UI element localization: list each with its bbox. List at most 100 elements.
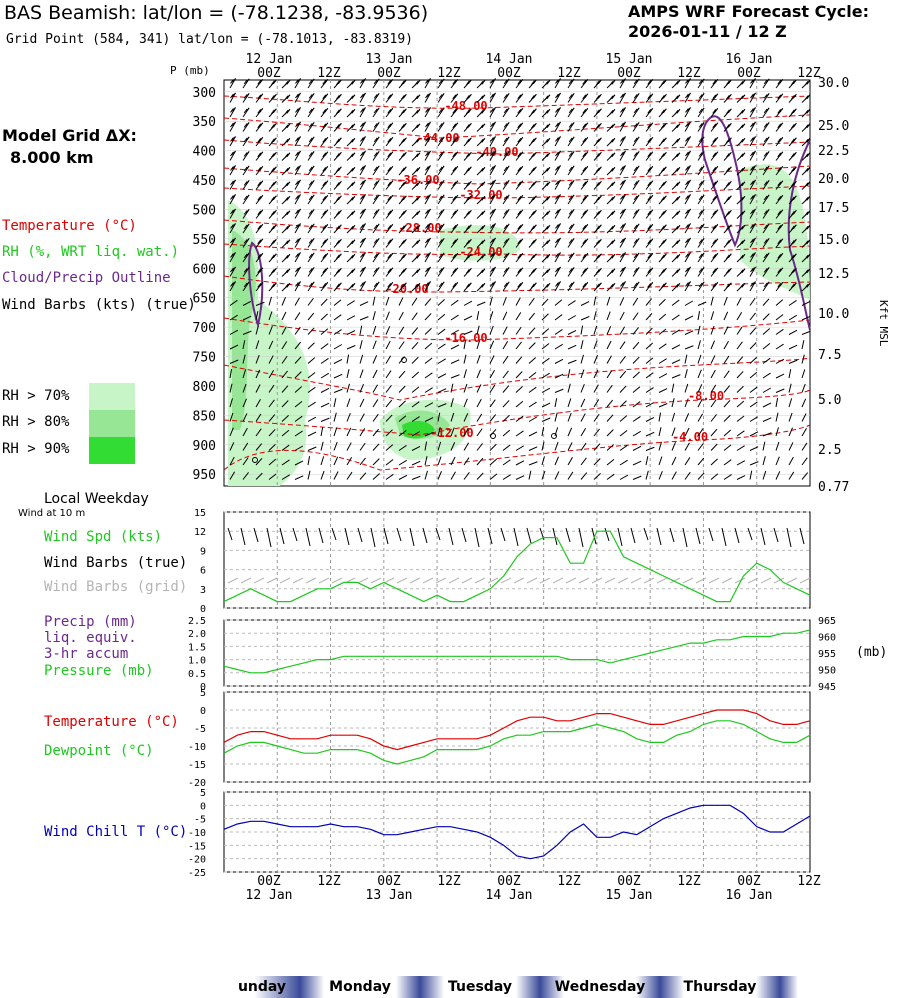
wind-barb (320, 387, 330, 393)
wind-barb (593, 472, 601, 480)
wind-barb-flag (337, 282, 342, 288)
wind-barb (606, 429, 614, 437)
wind-barb-flag (438, 108, 443, 114)
wind-barb (346, 412, 351, 422)
wind-barb-flag (230, 253, 234, 258)
wind-barb-flag (635, 194, 640, 200)
wind-barb-flag (741, 138, 746, 143)
wind-barb-flag (647, 109, 652, 114)
wind-barb (710, 443, 718, 451)
wind-barb-flag (270, 196, 275, 202)
wind-barb-flag (609, 226, 614, 231)
wind-barb-flag (633, 239, 638, 244)
wind-barb-flag (700, 238, 705, 243)
wind-barb-flag (584, 195, 589, 200)
wind-barb-flag (467, 123, 472, 128)
wind-barb-flag (804, 95, 809, 101)
wind-barb-flag (467, 282, 472, 288)
wind-barb-flag (375, 267, 380, 272)
wind-barb-flag (741, 283, 746, 288)
wind-barb-flag (635, 267, 640, 272)
kft-tick-label: 15.0 (818, 233, 849, 248)
wind-barb-flag (685, 108, 689, 113)
wind-barb-flag (584, 253, 589, 258)
panel-y-tick-label: -10 (188, 742, 206, 753)
wind-at-10m-label: Wind at 10 m (18, 508, 86, 519)
wind-barb-flag (427, 208, 431, 214)
wind-barb (515, 430, 524, 437)
wind-barb (710, 428, 718, 437)
wind-barb-flag (584, 79, 589, 84)
wind-barb-flag (611, 239, 616, 245)
wind-barb (593, 311, 597, 321)
wind-barb-flag (568, 137, 573, 143)
wind-barb (242, 457, 249, 466)
panel-y-tick-label: 2.5 (188, 616, 206, 627)
wind-barb-flag (440, 122, 445, 127)
wind-barb (229, 471, 236, 480)
model-grid-value: 8.000 km (10, 148, 94, 167)
wind-barb-flag (698, 210, 703, 215)
wind-barb (723, 340, 729, 350)
wind-barb (463, 398, 468, 408)
wind-barb-flag (739, 240, 744, 246)
kft-tick-label: 20.0 (818, 172, 849, 187)
wind-barb (593, 399, 600, 408)
wind-barb-flag (725, 269, 730, 274)
wind-barb-flag (375, 93, 380, 98)
wind-barb-flag (660, 124, 665, 129)
bottom-hour-label: 00Z (737, 874, 761, 889)
wind-barb-flag (414, 95, 419, 101)
wind-barb-flag (584, 166, 589, 171)
top-date-label: 14 Jan (486, 52, 533, 67)
wind-barb-flag (286, 152, 291, 158)
wind-barb-flag (763, 253, 768, 259)
wind-barb (801, 398, 807, 408)
wind-barb-flag (779, 253, 784, 258)
wind-barb-flag (272, 253, 277, 259)
wind-barb (372, 311, 376, 321)
wind-barb-flag (700, 209, 705, 214)
wind-barb-flag (611, 123, 616, 129)
bottom-hour-label: 12Z (437, 874, 461, 889)
grid-wind-barb (227, 577, 239, 584)
wind-barb (502, 370, 509, 379)
wind-barb (684, 354, 688, 364)
wind-barb-flag (467, 181, 472, 186)
wind-barb-flag (752, 194, 756, 199)
wind-barb (788, 369, 792, 379)
grid-point-subtitle: Grid Point (584, 341) lat/lon = (-78.101… (6, 32, 413, 47)
wind-barb-flag (568, 94, 573, 99)
wind-barb (580, 369, 585, 379)
pressure-tick-label: 600 (193, 262, 216, 277)
wind-barb-flag (530, 196, 535, 202)
wind-barb (762, 342, 771, 350)
wind-barb-flag (698, 152, 703, 157)
wind-barb-flag (806, 138, 811, 143)
wind-barb (671, 359, 681, 364)
wind-barb (801, 442, 808, 451)
wind-barb (411, 416, 420, 422)
wind-barb-flag (322, 225, 327, 230)
grid-wind-barb (552, 577, 564, 584)
wind-barb-flag (806, 283, 811, 288)
wind-barb (541, 470, 546, 480)
wind-barb-flag (490, 267, 494, 273)
wind-barb-flag (284, 168, 289, 173)
wind-barb-flag (400, 225, 405, 231)
wind-barb-flag (270, 269, 275, 274)
wind-barb-flag (479, 124, 484, 130)
wind-barb-flag (438, 268, 443, 273)
wind-barb-flag (741, 225, 746, 230)
wind-barb-flag (492, 208, 496, 214)
wind-barb-flag (647, 181, 652, 187)
wind-barb-flag (676, 210, 681, 216)
wind-barb-flag (492, 194, 496, 199)
wind-barb (749, 401, 758, 408)
pressure-tick-label: 650 (193, 292, 216, 307)
wind-barb-flag (425, 224, 429, 229)
wind-barb (736, 385, 744, 393)
wind-barb-flag (232, 252, 236, 257)
wind-barb-flag (674, 139, 679, 144)
wind-barb (398, 297, 404, 306)
